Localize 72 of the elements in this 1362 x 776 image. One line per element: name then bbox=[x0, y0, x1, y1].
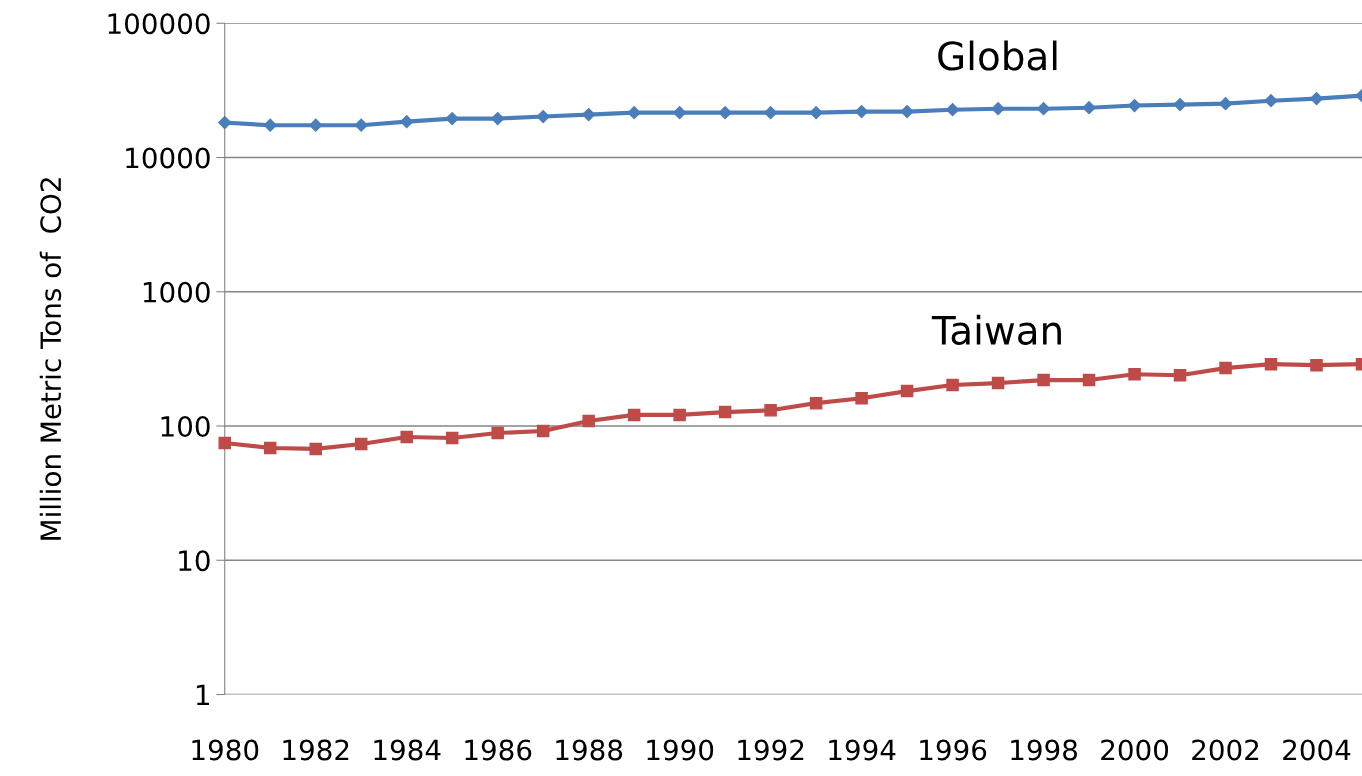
series-label: Global bbox=[938, 40, 1057, 71]
point bbox=[764, 106, 778, 120]
point bbox=[946, 378, 959, 392]
point bbox=[673, 106, 687, 120]
y-tick-label: 100000 bbox=[108, 13, 210, 35]
series-label: Taiwan bbox=[931, 314, 1061, 345]
point bbox=[764, 404, 777, 417]
point bbox=[445, 431, 459, 445]
y-tick-label: 10000 bbox=[126, 147, 210, 169]
point bbox=[536, 424, 550, 438]
point bbox=[491, 426, 504, 440]
x-tick-label: 1986 bbox=[465, 739, 532, 761]
x-tick-label: 2002 bbox=[1192, 739, 1259, 761]
point bbox=[1309, 91, 1324, 106]
point bbox=[1264, 94, 1278, 108]
point bbox=[1036, 102, 1051, 116]
x-tick-label: 1998 bbox=[1011, 739, 1078, 761]
point bbox=[1218, 97, 1233, 111]
point bbox=[809, 106, 823, 120]
point bbox=[673, 408, 686, 422]
point bbox=[1128, 368, 1141, 381]
point bbox=[809, 396, 823, 410]
point bbox=[400, 430, 413, 444]
point bbox=[1173, 97, 1187, 112]
point bbox=[1082, 373, 1096, 387]
point bbox=[1082, 101, 1096, 115]
x-tick-label: 1982 bbox=[283, 739, 349, 761]
point bbox=[627, 408, 641, 422]
point bbox=[309, 442, 322, 456]
point bbox=[1310, 358, 1323, 372]
x-tick-label: 1996 bbox=[920, 739, 987, 761]
point bbox=[627, 106, 641, 120]
point bbox=[945, 103, 960, 117]
x-tick-label: 2000 bbox=[1101, 739, 1169, 761]
x-tick-label: 1990 bbox=[647, 739, 714, 761]
point bbox=[718, 106, 732, 120]
point bbox=[900, 104, 914, 119]
point bbox=[991, 102, 1005, 116]
point bbox=[354, 118, 368, 132]
y-axis-title: Million Metric Tons of CO2 bbox=[39, 178, 62, 540]
point bbox=[354, 437, 368, 451]
x-tick-label: 1980 bbox=[192, 739, 259, 761]
point bbox=[263, 118, 277, 132]
point bbox=[855, 392, 868, 405]
y-tick-label: 1 bbox=[196, 684, 209, 706]
point bbox=[263, 441, 277, 455]
point bbox=[400, 115, 414, 129]
point bbox=[491, 112, 505, 126]
point bbox=[1264, 357, 1278, 371]
x-tick-label: 1994 bbox=[829, 739, 896, 761]
point bbox=[445, 112, 459, 126]
point bbox=[1127, 98, 1142, 113]
x-tick-label: 2004 bbox=[1283, 739, 1351, 761]
point bbox=[900, 384, 914, 398]
point bbox=[582, 107, 596, 122]
x-tick-label: 1984 bbox=[374, 739, 441, 761]
y-tick-label: 10 bbox=[179, 550, 210, 572]
point bbox=[309, 118, 323, 132]
y-tick-label: 1000 bbox=[143, 281, 210, 303]
y-tick-label: 100 bbox=[161, 415, 210, 437]
point bbox=[718, 405, 732, 419]
point bbox=[1037, 373, 1050, 387]
point bbox=[218, 116, 232, 130]
point bbox=[218, 436, 231, 450]
point bbox=[855, 104, 869, 119]
point bbox=[1219, 361, 1232, 375]
point bbox=[536, 109, 550, 124]
point bbox=[991, 376, 1005, 390]
x-tick-label: 1988 bbox=[556, 739, 623, 761]
point bbox=[1173, 368, 1187, 382]
point bbox=[582, 414, 595, 428]
x-tick-label: 1992 bbox=[738, 739, 804, 761]
